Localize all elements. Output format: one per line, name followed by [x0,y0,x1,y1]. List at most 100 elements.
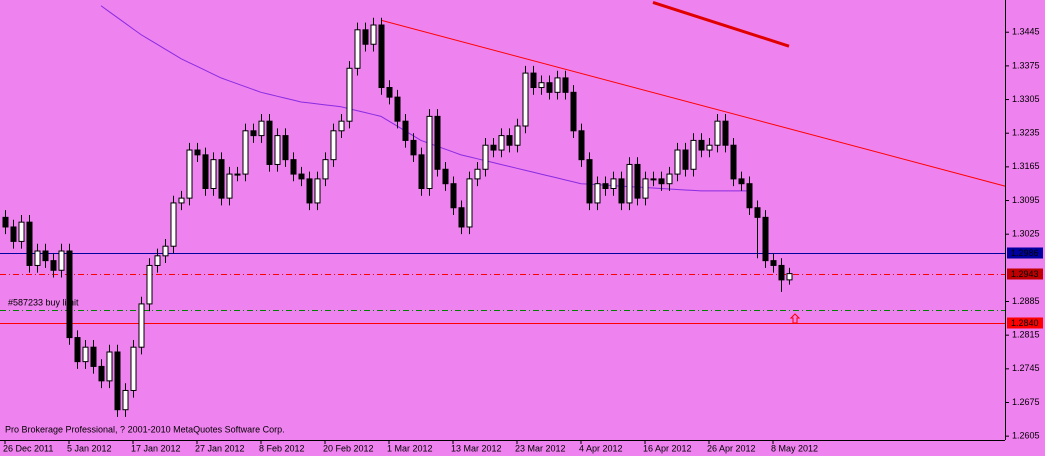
candle-body [434,115,441,170]
candle-body [610,178,617,190]
price-level-box [1007,268,1043,280]
candle-body [418,154,425,190]
candle-body [50,260,57,271]
candle-body [562,77,569,93]
candle-body [554,77,561,93]
candle-body [714,120,721,146]
y-tick-label: 1.2815 [1012,330,1040,340]
candle-body [386,87,393,98]
x-tick-label: 8 Feb 2012 [259,443,305,453]
candle-body [682,149,689,170]
candle-body [642,178,649,199]
candle-body [602,183,609,190]
x-tick-label: 27 Jan 2012 [195,443,245,453]
x-tick-label: 4 Apr 2012 [579,443,623,453]
candle-body [634,163,641,199]
candle-body [290,159,297,175]
candle-body [474,168,481,180]
candle-body [450,183,457,209]
plot [0,0,1006,417]
candle-body [770,260,777,266]
candle-body [370,24,377,45]
y-tick-label: 1.2885 [1012,296,1040,306]
candle-body [626,163,633,204]
y-tick-label: 1.3025 [1012,229,1040,239]
price-level-label: 1.2943 [1011,269,1039,279]
candle-body [202,154,209,190]
candle-body [234,173,241,176]
candle-body [674,149,681,175]
candle-body [298,173,305,180]
buy-arrow [789,313,801,324]
candle-body [122,389,129,411]
candle-body [346,67,353,122]
candle-body [378,24,385,89]
price-level-label: 1.2986 [1011,248,1039,258]
candle-body [538,82,545,89]
candle-body [746,183,753,209]
candle-body [218,159,225,199]
candle-body [282,135,289,161]
candle-body [330,130,337,161]
candle-body [74,337,81,363]
x-tick-label: 26 Dec 2011 [3,443,53,453]
candle-body [82,346,89,363]
candle-body [530,72,537,89]
candle-body [578,130,585,161]
candle-body [498,135,505,151]
x-tick-label: 17 Jan 2012 [131,443,181,453]
candle-body [146,264,153,305]
candle-body [466,178,473,228]
y-tick-label: 1.3235 [1012,128,1040,138]
candle-body [570,91,577,132]
candle-body [410,139,417,156]
candle-body [210,159,217,190]
candle-body [650,178,657,181]
candle-body [490,144,497,151]
candle-body [170,202,177,247]
candle-body [130,346,137,391]
candle-body [482,144,489,170]
candle-body [242,130,249,175]
trendline [380,19,1006,187]
candle-body [738,178,745,185]
candle-body [586,159,593,204]
price-level-label: 1.2840 [1011,318,1039,328]
candle-body [762,216,769,262]
candle-body [194,149,201,156]
candle-body [722,120,729,146]
y-tick-label: 1.2745 [1012,363,1040,373]
candle-body [266,120,273,165]
candle-body [10,226,17,242]
x-tick-label: 20 Feb 2012 [323,443,374,453]
x-tick-label: 5 Jan 2012 [67,443,112,453]
candle-body [394,96,401,122]
trendline [652,0,790,48]
candle-body [186,149,193,199]
x-tick-label: 8 May 2012 [771,443,818,453]
candle-body [690,139,697,170]
candle-body [666,173,673,185]
candle-body [698,139,705,151]
candle-body [522,72,529,127]
candle-body [754,207,761,218]
candle-body [138,303,145,348]
candle-body [154,255,161,266]
candle-body [354,29,361,69]
candle-body [114,351,121,411]
candle-body [314,178,321,204]
candle-body [178,197,185,204]
price-level-box [1007,317,1043,329]
y-tick-label: 1.2675 [1012,397,1040,407]
candle-body [594,183,601,204]
y-tick-label: 1.3095 [1012,195,1040,205]
candle-body [786,273,793,281]
y-tick-label: 1.3375 [1012,60,1040,70]
candle-body [426,115,433,190]
candle-body [18,221,25,242]
copyright: Pro Brokerage Professional, ? 2001-2010 … [5,424,285,434]
candle-body [226,173,233,199]
candle-body [90,346,97,367]
